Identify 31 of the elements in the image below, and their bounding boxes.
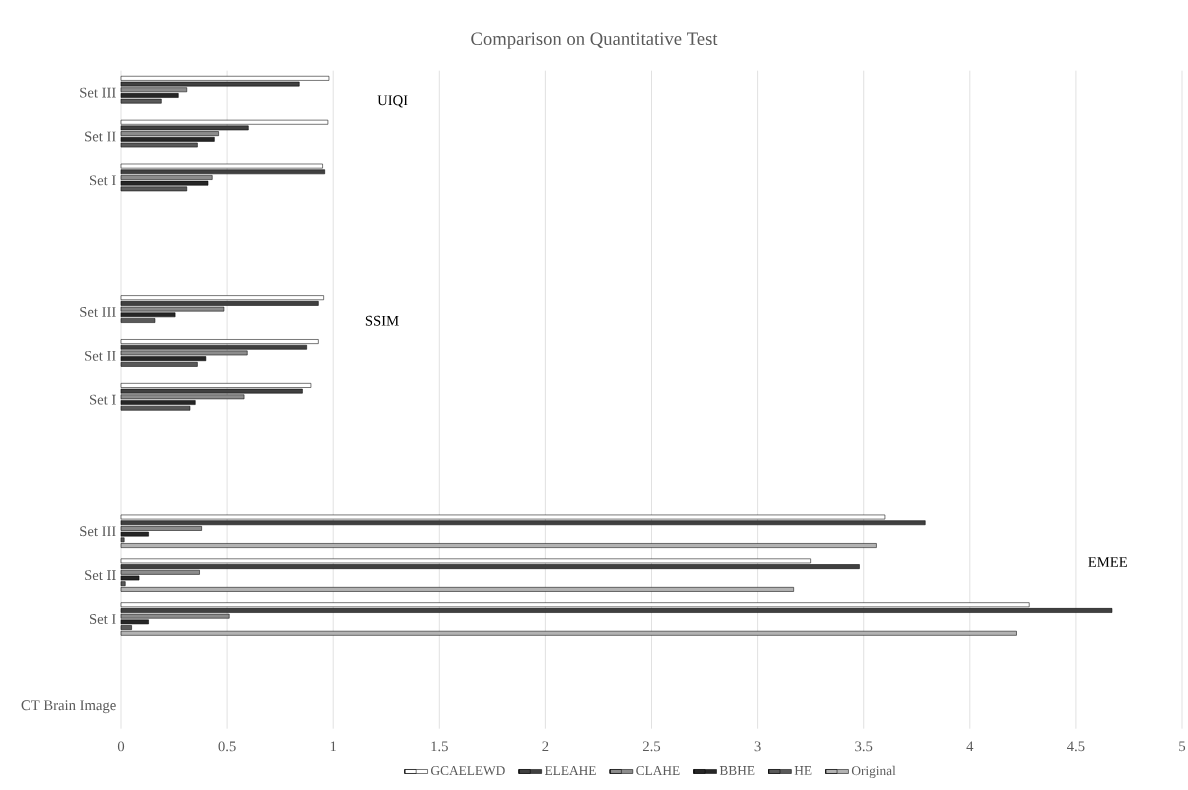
annotation: SSIM — [365, 315, 399, 326]
x-tick-label: 2.5 — [642, 741, 661, 752]
y-tick-label: Set III — [80, 307, 116, 317]
x-tick-label: 0 — [117, 741, 125, 752]
y-tick-label: Set I — [89, 175, 116, 186]
x-tick-label: 1 — [330, 741, 336, 752]
legend-label: ELEAHE — [544, 766, 596, 775]
x-tick-label: 4 — [966, 741, 974, 752]
y-tick-label: Set I — [89, 614, 116, 624]
legend-label: HE — [794, 766, 812, 775]
y-tick-label: Set II — [85, 570, 116, 581]
x-tick-label: 3 — [754, 741, 761, 752]
annotation: UIQI — [377, 95, 408, 108]
y-tick-label: CT Brain Image — [21, 700, 116, 714]
x-tick-label: 4.5 — [1067, 741, 1085, 752]
y-tick-label: Set III — [80, 526, 116, 537]
x-tick-label: 0.5 — [218, 741, 236, 752]
x-tick-label: 5 — [1179, 741, 1186, 752]
legend-label: Original — [851, 765, 896, 778]
y-tick-label: Set II — [85, 350, 116, 361]
legend-label: CLAHE — [636, 766, 680, 776]
legend-label: GCAELEWD — [431, 766, 505, 776]
y-tick-label: Set III — [80, 87, 116, 98]
x-tick-label: 2 — [542, 741, 549, 752]
x-tick-label: 1.5 — [431, 741, 448, 752]
legend-label: BBHE — [719, 766, 755, 775]
x-tick-label: 3.5 — [855, 741, 873, 752]
y-tick-label: Set I — [89, 394, 116, 405]
y-tick-label: Set II — [85, 131, 116, 142]
annotation: EMEE — [1088, 557, 1127, 567]
chart-title: Comparison on Quantitative Test — [471, 32, 718, 49]
